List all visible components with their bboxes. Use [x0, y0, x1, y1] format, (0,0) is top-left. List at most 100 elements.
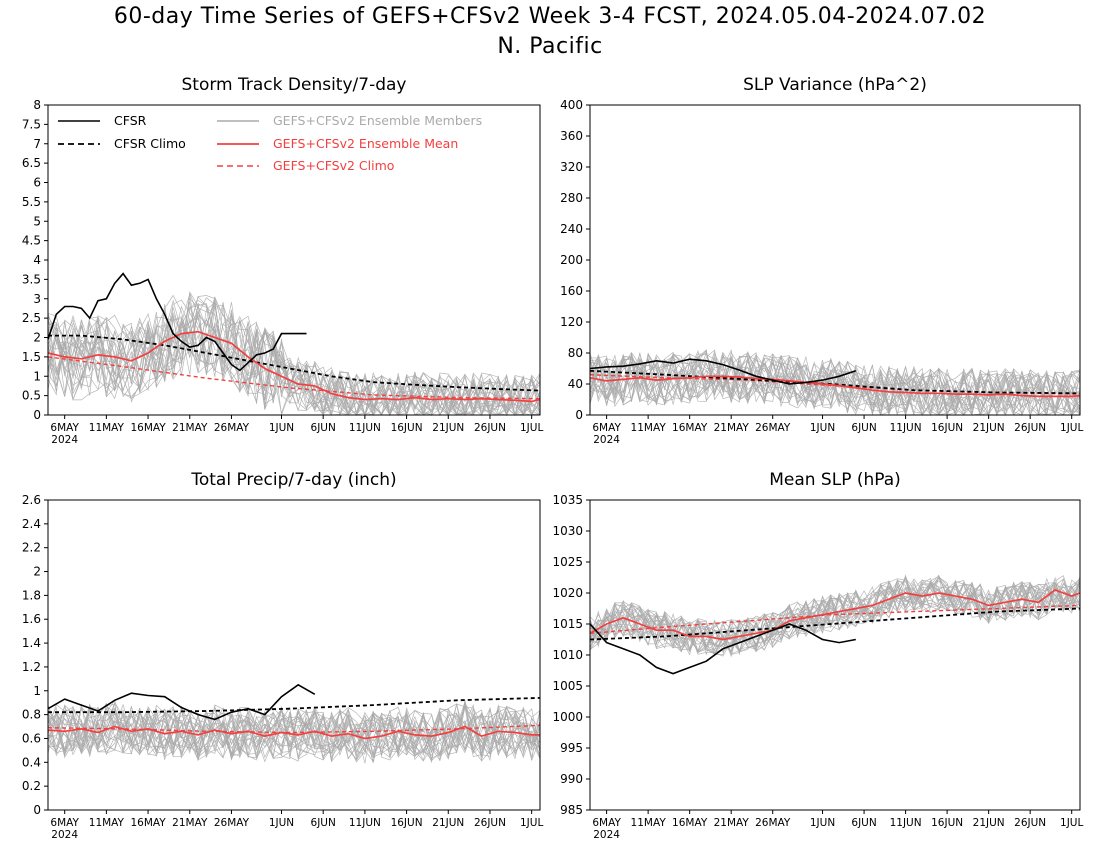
- legend-climo-label: GEFS+CFSv2 Climo: [273, 158, 394, 173]
- y-tick-label: 3: [33, 292, 41, 306]
- x-tick-label: 26JUN: [474, 817, 506, 829]
- ensemble-member-line: [589, 354, 1081, 416]
- y-tick-label: 1030: [552, 524, 583, 538]
- ensemble-member-line: [589, 576, 1081, 653]
- ensemble-member-line: [589, 353, 1081, 417]
- y-tick-label: 3.5: [22, 272, 41, 286]
- x-tick-label: 6MAY: [592, 817, 621, 829]
- ensemble-member-line: [47, 701, 541, 761]
- panel-title-mean-slp: Mean SLP (hPa): [769, 470, 901, 490]
- ensemble-member-line: [47, 314, 541, 417]
- panel-2: 0 0.2 0.4 0.6 0.8 1 1.2 1.4 1.6 1.8 2 2.2 2.4 2.6 6MAY…: [22, 493, 544, 841]
- x-tick-label: 6JUN: [311, 817, 336, 829]
- panel-title-precip: Total Precip/7-day (inch): [191, 470, 397, 490]
- x-year-label: 2024: [51, 829, 78, 841]
- y-tick-label: 0: [33, 803, 41, 817]
- y-tick-label: 6.5: [22, 156, 41, 170]
- x-tick-label: 26MAY: [214, 422, 250, 434]
- x-tick-label: 6MAY: [592, 422, 621, 434]
- ensemble-member-line: [47, 702, 541, 762]
- ensemble-member-line: [589, 355, 1081, 416]
- plot-frame: [47, 499, 541, 811]
- y-tick-label: 7.5: [22, 117, 41, 131]
- series-line-gefs-cfsv2-ensemble-mean: [589, 375, 1081, 398]
- series-line-gefs-cfsv2-ensemble-mean: [47, 330, 541, 403]
- x-tick-label: 21MAY: [172, 422, 208, 434]
- ensemble-member-line: [47, 705, 541, 758]
- ensemble-member-line: [47, 703, 541, 762]
- ensemble-member-line: [47, 303, 541, 416]
- y-tick-label: 1020: [552, 586, 583, 600]
- x-tick-label: 6MAY: [50, 817, 79, 829]
- x-tick-label: 21JUN: [432, 422, 464, 434]
- ensemble-member-line: [589, 577, 1081, 658]
- y-tick-label: 2: [33, 565, 41, 579]
- ensemble-member-line: [589, 349, 1081, 416]
- x-tick-label: 11MAY: [631, 817, 667, 829]
- y-tick-label: 5.5: [22, 195, 41, 209]
- y-tick-label: 2: [33, 331, 41, 345]
- x-tick-label: 1JUN: [269, 817, 294, 829]
- x-tick-label: 6JUN: [311, 422, 336, 434]
- panel-title-slp-variance: SLP Variance (hPa^2): [743, 75, 927, 95]
- ensemble-member-line: [47, 706, 541, 759]
- x-tick-label: 26MAY: [214, 817, 250, 829]
- y-tick-label: 7: [33, 137, 41, 151]
- ensemble-members-1: [589, 349, 1081, 417]
- x-year-label: 2024: [593, 434, 620, 446]
- y-tick-label: 400: [560, 98, 583, 112]
- y-tick-label: 985: [560, 803, 583, 817]
- y-tick-label: 5: [33, 214, 41, 228]
- series-line-cfsr: [47, 272, 307, 372]
- y-tick-label: 1035: [552, 493, 583, 507]
- x-tick-label: 6JUN: [851, 422, 876, 434]
- y-tick-label: 200: [560, 253, 583, 267]
- y-tick-label: 120: [560, 315, 583, 329]
- y-tick-label: 1010: [552, 648, 583, 662]
- panel-1: 0 40 80 120 160 200 240 280 320 360 400 6MAY 11MAY 16…: [560, 98, 1083, 446]
- series-line-cfsr-climo: [589, 607, 1081, 641]
- x-tick-label: 6MAY: [50, 422, 79, 434]
- y-tick-label: 2.2: [22, 541, 41, 555]
- y-tick-label: 320: [560, 160, 583, 174]
- x-tick-label: 1JUL: [1060, 817, 1083, 829]
- ensemble-member-line: [589, 581, 1081, 653]
- x-tick-label: 16JUN: [931, 817, 963, 829]
- y-tick-label: 0: [575, 408, 583, 422]
- series-line-cfsr: [589, 358, 857, 385]
- series-line-gefs-cfsv2-ensemble-mean: [47, 725, 540, 740]
- ensemble-member-line: [589, 582, 1081, 647]
- ensemble-member-line: [47, 699, 541, 762]
- ensemble-member-line: [589, 351, 1081, 416]
- ensemble-member-line: [47, 297, 541, 416]
- y-tick-label: 2.5: [22, 311, 41, 325]
- x-tick-label: 16MAY: [672, 817, 708, 829]
- x-tick-label: 1JUL: [520, 817, 543, 829]
- y-tick-label: 0: [33, 408, 41, 422]
- x-tick-label: 26JUN: [1014, 817, 1046, 829]
- y-tick-label: 0.6: [22, 731, 41, 745]
- y-tick-label: 1.6: [22, 612, 41, 626]
- y-tick-label: 160: [560, 284, 583, 298]
- ensemble-members-3: [589, 574, 1081, 658]
- y-tick-label: 8: [33, 98, 41, 112]
- series-line-gefs-cfsv2-ensemble-mean: [589, 588, 1081, 641]
- x-tick-label: 11JUN: [349, 422, 381, 434]
- y-tick-label: 40: [568, 377, 583, 391]
- x-year-label: 2024: [593, 829, 620, 841]
- panel-3: 985 990 995 1000 1005 1010 1015 1020 1025 1030 103…: [552, 493, 1083, 841]
- ensemble-member-line: [47, 705, 541, 762]
- x-tick-label: 11MAY: [89, 817, 125, 829]
- x-tick-label: 1JUN: [810, 422, 835, 434]
- y-tick-label: 1.5: [22, 350, 41, 364]
- y-tick-label: 1015: [552, 617, 583, 631]
- ensemble-member-line: [47, 307, 541, 416]
- series-line-cfsr-climo: [48, 697, 541, 714]
- y-tick-label: 1.2: [22, 660, 41, 674]
- series-line-cfsr: [47, 683, 316, 721]
- plot-frame: [589, 499, 1081, 811]
- y-tick-label: 80: [568, 346, 583, 360]
- x-tick-label: 11JUN: [890, 422, 922, 434]
- main-title: 60-day Time Series of GEFS+CFSv2 Week 3-…: [113, 4, 987, 29]
